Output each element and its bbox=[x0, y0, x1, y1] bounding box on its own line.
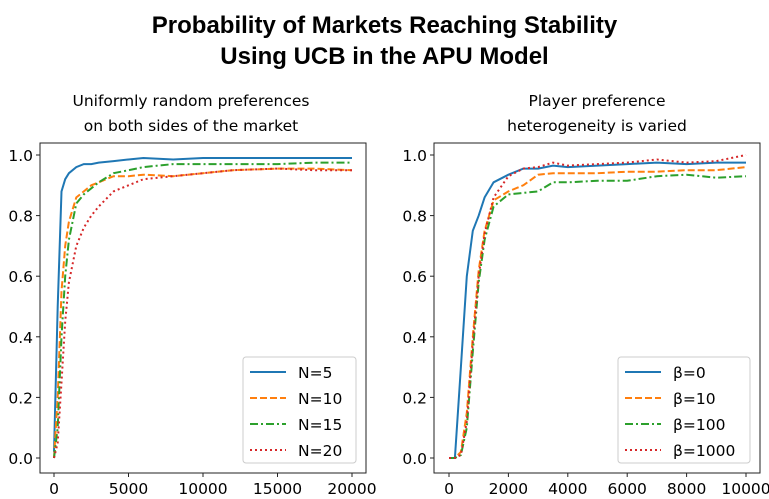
left-subtitle-line-1: Uniformly random preferences bbox=[72, 92, 310, 110]
right-subtitle-line-1: Player preference bbox=[528, 92, 666, 110]
x-tick-label: 2000 bbox=[489, 480, 528, 498]
left-legend: N=5 N=10 N=15 N=20 bbox=[242, 356, 357, 464]
right-legend: β=0 β=10 β=100 β=1000 bbox=[617, 356, 751, 464]
series-line-N=5 bbox=[53, 156, 352, 452]
legend-label: β=10 bbox=[673, 390, 716, 408]
y-tick-label: 0.0 bbox=[402, 450, 427, 468]
left-subtitle: Uniformly random preferences on both sid… bbox=[26, 89, 356, 139]
x-tick-label: 6000 bbox=[607, 480, 646, 498]
x-tick-label: 10000 bbox=[721, 480, 769, 498]
series-line-N=20 bbox=[53, 167, 352, 459]
figure-title-line-1: Probability of Markets Reaching Stabilit… bbox=[151, 12, 618, 39]
legend-frame bbox=[242, 356, 357, 464]
right-chart: 0 2000 4000 6000 8000 10000 0.0 0.2 0.4 0.6 0.8 1.0… bbox=[402, 142, 769, 498]
series-line-N=15 bbox=[53, 161, 352, 459]
y-tick-label: 0.6 bbox=[8, 268, 33, 286]
legend-label: β=1000 bbox=[673, 442, 735, 460]
y-tick-label: 0.8 bbox=[402, 208, 427, 226]
y-tick-label: 0.8 bbox=[8, 208, 33, 226]
y-tick-label: 0.4 bbox=[8, 329, 33, 347]
x-tick-label: 8000 bbox=[667, 480, 706, 498]
y-tick-label: 0.0 bbox=[8, 450, 33, 468]
series-line-β=100 bbox=[449, 173, 747, 459]
legend-label: N=5 bbox=[298, 364, 332, 382]
legend-label: β=0 bbox=[673, 364, 706, 382]
legend-frame bbox=[617, 356, 751, 464]
y-tick-label: 0.2 bbox=[402, 389, 427, 407]
x-tick-label: 4000 bbox=[548, 480, 587, 498]
x-tick-label: 0 bbox=[49, 480, 59, 498]
left-subtitle-line-2: on both sides of the market bbox=[83, 117, 299, 135]
legend-label: N=10 bbox=[298, 390, 342, 408]
y-tick-label: 1.0 bbox=[402, 147, 427, 165]
y-tick-label: 0.2 bbox=[8, 389, 33, 407]
x-tick-label: 20000 bbox=[327, 480, 376, 498]
legend-label: N=20 bbox=[298, 442, 342, 460]
series-line-β=1000 bbox=[449, 154, 747, 459]
right-axes-frame bbox=[433, 142, 761, 474]
x-tick-label: 10000 bbox=[178, 480, 227, 498]
x-tick-label: 15000 bbox=[253, 480, 302, 498]
x-tick-label: 5000 bbox=[109, 480, 148, 498]
legend-label: β=100 bbox=[673, 416, 725, 434]
legend-label: N=15 bbox=[298, 416, 342, 434]
y-tick-label: 0.4 bbox=[402, 329, 427, 347]
figure-title-line-2: Using UCB in the APU Model bbox=[220, 43, 549, 70]
right-subtitle-line-2: heterogeneity is varied bbox=[507, 117, 687, 135]
left-chart: 0 5000 10000 15000 20000 0.0 0.2 0.4 0.6 0.8 1.0 N=… bbox=[8, 142, 377, 498]
y-tick-label: 0.6 bbox=[402, 268, 427, 286]
right-subtitle: Player preference heterogeneity is varie… bbox=[432, 89, 762, 139]
x-tick-label: 0 bbox=[444, 480, 454, 498]
y-tick-label: 1.0 bbox=[8, 147, 33, 165]
